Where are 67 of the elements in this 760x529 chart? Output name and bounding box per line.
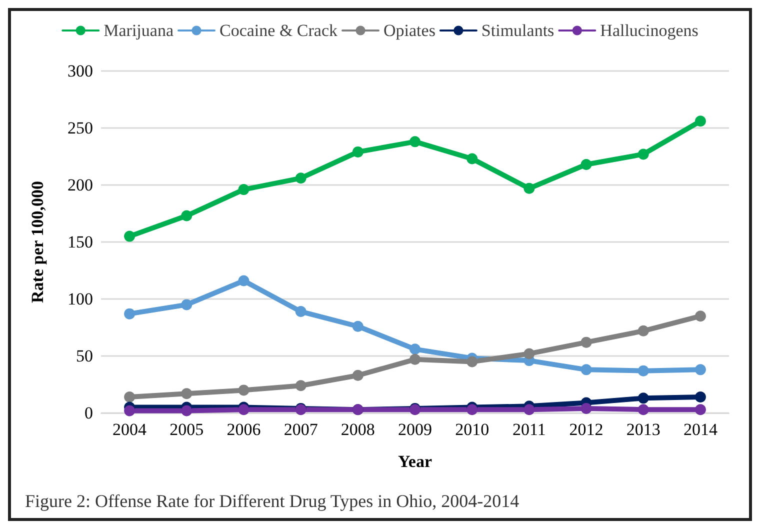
point [238,275,250,286]
point [238,384,250,396]
legend-label: Marijuana [104,21,174,40]
legend-label: Hallucinogens [600,21,698,40]
x-tick-label: 2014 [683,420,718,439]
point [638,325,649,336]
point [181,388,192,400]
point [295,306,306,318]
point [295,380,306,392]
point [638,148,649,160]
x-tick-label: 2005 [170,420,204,439]
point [524,182,535,194]
y-axis-title: Rate per 100,000 [28,181,47,303]
point [124,308,136,320]
x-tick-label: 2010 [455,420,490,439]
point [580,364,592,376]
point [410,354,420,365]
point [295,172,306,184]
point [580,336,592,348]
point [694,116,706,127]
point [238,404,250,416]
x-axis-title: Year [398,452,432,471]
point [694,364,706,376]
point [238,184,250,196]
point [524,348,535,360]
point [352,370,364,381]
x-tick-label: 2009 [398,420,432,439]
x-tick-label: 2012 [569,420,604,439]
x-tick-label: 2006 [226,420,261,439]
point [694,392,706,403]
x-tick-label: 2007 [284,420,318,439]
y-tick-label: 200 [68,176,93,194]
y-tick-label: 50 [76,346,93,366]
point [410,136,420,148]
point [124,230,136,242]
legend-label: Stimulants [481,21,554,40]
point [694,404,706,416]
point [466,356,478,368]
y-tick-label: 0 [84,404,93,422]
point [466,153,478,164]
legend-label: Cocaine & Crack [219,21,338,40]
point [181,299,192,310]
caption: Figure 2: Offense Rate for Different Drug Types in Ohio, 2004-2014 [25,491,520,511]
point [352,146,364,158]
x-tick-label: 2004 [112,420,148,439]
point [638,404,649,416]
y-tick-label: 150 [68,232,93,252]
point [638,392,649,404]
y-tick-label: 100 [68,290,93,308]
point [694,310,706,322]
y-tick-label: 300 [68,62,93,80]
x-tick-label: 2013 [626,420,660,439]
point [524,404,535,416]
point [352,320,364,332]
point [124,405,136,416]
y-tick-label: 250 [68,118,93,138]
point [638,365,649,376]
point [466,404,478,416]
point [181,210,192,222]
point [580,158,592,170]
point [181,405,192,416]
x-tick-label: 2008 [340,420,375,439]
point [410,344,420,355]
x-tick-label: 2011 [512,420,546,439]
point [124,392,136,403]
legend-label: Opiates [384,21,436,40]
point [580,402,592,414]
